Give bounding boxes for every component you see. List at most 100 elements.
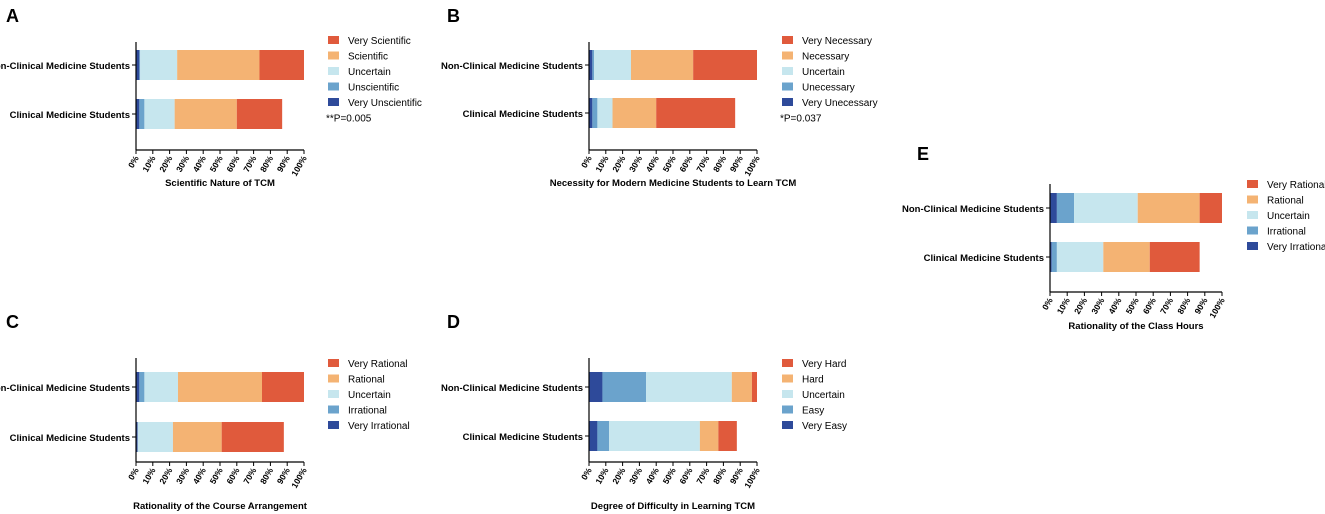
panel-e-category-label: Non-Clinical Medicine Students [902,204,1044,215]
panel-c-xtick-label: 40% [191,466,208,486]
panel-d-legend-label: Hard [802,375,824,386]
panel-d-legend-label: Very Easy [802,421,847,432]
panel-b-bar-nonclinical-unecessary [592,50,595,80]
panel-a-xtick-label: 40% [191,154,208,174]
panel-d-category-label: Clinical Medicine Students [463,432,583,443]
panel-e-legend-swatch [1247,211,1258,219]
panel-a-legend-swatch [328,36,339,44]
panel-e-bar-clinical-very-irrational [1050,242,1052,272]
panel-d-bar-nonclinical-easy [602,372,647,402]
panel-d-xtick-label: 80% [711,466,728,486]
panel-b-bar-nonclinical-uncertain [594,50,631,80]
panel-c-bar-nonclinical-uncertain [144,372,178,402]
panel-c-xtick-label: 60% [224,466,241,486]
panel-a-xtick-label: 0% [126,154,141,170]
panel-a-legend-swatch [328,51,339,60]
panel-c-category-label: Non-Clinical Medicine Students [0,383,130,394]
panel-c-xtick-label: 70% [241,466,258,486]
panel-a-legend-swatch [328,98,339,106]
panel-b-category-label: Clinical Medicine Students [463,109,583,120]
panel-e-legend-label: Very Irrational [1267,242,1325,253]
panel-c-legend-swatch [328,405,339,414]
panel-e-title: Rationality of the Class Hours [1068,321,1203,332]
panel-e-bar-nonclinical-very-rational [1199,193,1222,223]
panel-c-legend-label: Very Rational [348,359,407,370]
panel-b-bar-nonclinical-very-unecessary [589,50,593,80]
panel-e-xtick-label: 0% [1040,296,1055,312]
panel-c-xtick-label: 20% [157,466,174,486]
panel-d-category-label: Non-Clinical Medicine Students [441,383,583,394]
panel-b-legend-swatch [782,82,793,91]
panel-d-xtick-label: 60% [677,466,694,486]
panel-e-legend-label: Uncertain [1267,211,1310,222]
panel-a-legend-swatch [328,67,339,75]
panel-d-legend-label: Easy [802,406,824,417]
panel-a-bar-nonclinical-scientific [177,50,260,80]
panel-c-bar-clinical-very-irrational [136,422,138,452]
panel-b-xtick-label: 10% [593,154,610,174]
panel-e-xtick-label: 40% [1106,296,1123,316]
panel-d-legend-swatch [782,374,793,383]
panel-e-bar-clinical-uncertain [1056,242,1104,272]
panel-e-xtick-label: 100% [1207,296,1227,320]
panel-e-bar-clinical-very-rational [1149,242,1200,272]
panel-e-xtick-label: 20% [1072,296,1089,316]
panel-d-bar-clinical-very-hard [718,421,737,451]
panel-e-xtick-label: 70% [1158,296,1175,316]
panel-b-bar-clinical-very-necessary [656,98,736,128]
panel-e-legend-label: Very Rational [1267,180,1325,191]
panel-b-xtick-label: 20% [610,154,627,174]
panel-a-p-value: **P=0.005 [326,114,372,125]
panel-c-xtick-label: 100% [289,466,309,490]
panel-d-legend-swatch [782,390,793,398]
panel-a-legend-label: Very Unscientific [348,98,422,109]
panel-e-bar-nonclinical-rational [1137,193,1200,223]
panel-e-bar-nonclinical-uncertain [1074,193,1138,223]
panel-e-legend-swatch [1247,226,1258,235]
panel-e-xtick-label: 10% [1055,296,1072,316]
panel-c-legend-label: Rational [348,375,385,386]
panel-e-legend-label: Irrational [1267,227,1306,238]
panel-e-bar-nonclinical-very-irrational [1050,193,1057,223]
panel-b-legend-label: Unecessary [802,83,855,94]
panel-e-legend-label: Rational [1267,196,1304,207]
panel-e-legend-swatch [1247,242,1258,250]
panel-c-xtick-label: 0% [126,466,141,482]
panel-b-xtick-label: 70% [694,154,711,174]
panel-d-bar-clinical-very-easy [589,421,598,451]
panel-b-legend-label: Uncertain [802,67,845,78]
panel-a-bar-nonclinical-very-unscientific [136,50,140,80]
panel-b-xtick-label: 60% [677,154,694,174]
panel-d-bar-nonclinical-hard [731,372,752,402]
panel-b-bar-clinical-very-unecessary [589,98,593,128]
panel-a-bar-clinical-very-scientific [236,99,283,129]
panel-c-legend-label: Very Irrational [348,421,410,432]
panel-a-bar-nonclinical-uncertain [140,50,178,80]
panel-b-xtick-label: 40% [644,154,661,174]
panel-e-xtick-label: 90% [1192,296,1209,316]
panel-b-xtick-label: 80% [711,154,728,174]
panel-b-legend-swatch [782,98,793,106]
panel-c-title: Rationality of the Course Arrangement [133,501,308,512]
panel-a-xtick-label: 50% [208,154,225,174]
panel-d-bar-nonclinical-uncertain [646,372,732,402]
panel-d-bar-clinical-uncertain [609,421,700,451]
panel-b-xtick-label: 50% [661,154,678,174]
panel-c-legend-label: Irrational [348,406,387,417]
panel-c-xtick-label: 30% [174,466,191,486]
panel-a-xtick-label: 100% [289,154,309,178]
panel-e-bar-clinical-rational [1103,242,1150,272]
panel-e-xtick-label: 60% [1141,296,1158,316]
panel-b-category-label: Non-Clinical Medicine Students [441,61,583,72]
panel-d-xtick-label: 70% [694,466,711,486]
panel-b-legend-label: Necessary [802,52,849,63]
panel-a-legend-swatch [328,82,339,91]
panel-c-xtick-label: 10% [140,466,157,486]
panel-e-xtick-label: 80% [1175,296,1192,316]
panel-a-xtick-label: 30% [174,154,191,174]
panel-d-xtick-label: 10% [593,466,610,486]
panel-d-xtick-label: 50% [661,466,678,486]
panel-b-legend-swatch [782,36,793,44]
panel-a-title: Scientific Nature of TCM [165,178,275,189]
panel-b-p-value: *P=0.037 [780,114,822,125]
